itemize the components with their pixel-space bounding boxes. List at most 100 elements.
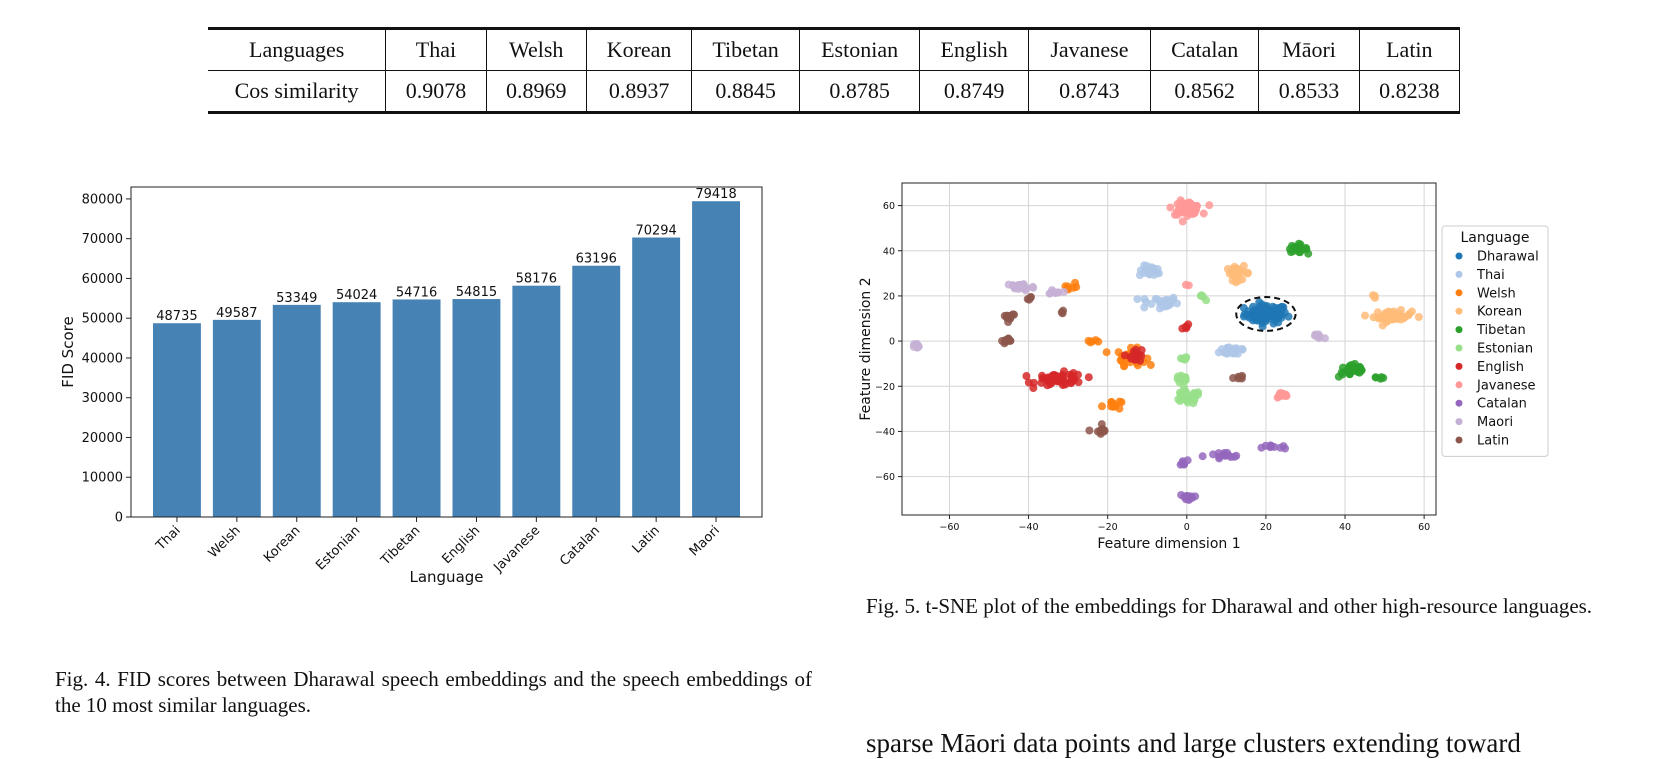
- scatter-point-latin: [1085, 426, 1094, 435]
- scatter-point-catalan: [1266, 443, 1275, 452]
- header-cell: Welsh: [486, 27, 587, 71]
- scatter-point-javanese: [1176, 196, 1185, 205]
- bar-value-label: 70294: [635, 224, 676, 239]
- scatter-point-maori: [1053, 288, 1062, 297]
- scatter-point-catalan: [1180, 460, 1189, 469]
- bar-x-axis-label: Language: [409, 568, 483, 586]
- scatter-point-dharawal: [1257, 315, 1266, 324]
- scatter-point-thai: [1153, 295, 1162, 304]
- scatter-point-javanese: [1273, 393, 1282, 402]
- bar-y-tick-label: 20000: [82, 431, 123, 446]
- bar-y-tick-label: 70000: [82, 232, 123, 247]
- scatter-point-english: [1029, 384, 1038, 393]
- scatter-point-thai: [1153, 264, 1162, 273]
- scatter-point-latin: [1097, 420, 1106, 429]
- scatter-point-tibetan: [1296, 243, 1305, 252]
- scatter-axes: −60 −40 −20 0 20 40 60 −60 −40 −20 0 20 40 60: [875, 201, 1430, 533]
- bar: [692, 201, 741, 517]
- scatter-point-thai: [1135, 271, 1144, 280]
- scatter-point-tibetan: [1379, 373, 1388, 382]
- legend-box: [1441, 225, 1549, 457]
- row-cell: 0.9078: [385, 70, 487, 114]
- legend-marker: [1455, 326, 1463, 334]
- scatter-point-tibetan: [1355, 368, 1364, 377]
- bar-category-label: Welsh: [206, 523, 244, 561]
- legend-entry: Maori: [1477, 415, 1513, 430]
- body-text-line: sparse Māori data points and large clust…: [866, 728, 1521, 758]
- tsne-scatter-plot: −60 −40 −20 0 20 40 60 −60 −40 −20 0 20 40 60 Feature…: [858, 182, 1549, 552]
- legend-entry: Catalan: [1477, 397, 1527, 412]
- scatter-point-latin: [1000, 311, 1009, 320]
- bar-y-tick-label: 30000: [82, 391, 123, 406]
- scatter-point-korean: [1414, 313, 1423, 322]
- scatter-point-tibetan: [1348, 366, 1357, 375]
- scatter-point-javanese: [1177, 202, 1186, 211]
- bar-category-label: Maori: [687, 523, 723, 559]
- bar-value-label: 79418: [695, 187, 736, 202]
- scatter-point-welsh: [1097, 402, 1106, 411]
- bar: [572, 265, 621, 517]
- scatter-point-welsh: [1120, 362, 1129, 371]
- scatter-point-latin: [1026, 292, 1035, 301]
- scatter-point-english: [1137, 346, 1146, 355]
- scatter-y-tick-label: 40: [883, 246, 895, 257]
- scatter-point-welsh: [1115, 404, 1124, 413]
- bar-category-label: Korean: [261, 523, 303, 565]
- row-cell: 0.8238: [1359, 70, 1461, 114]
- scatter-point-javanese: [1181, 280, 1190, 289]
- scatter-point-maori: [1010, 284, 1019, 293]
- scatter-point-welsh: [1072, 283, 1081, 292]
- scatter-point-dharawal: [1261, 302, 1270, 311]
- legend-marker: [1455, 399, 1463, 407]
- bar-series: 48735 49587 53349 54024 54716 54815 58176 63196…: [152, 187, 741, 517]
- scatter-point-tibetan: [1371, 373, 1380, 382]
- bar: [452, 299, 501, 517]
- legend-marker: [1455, 436, 1463, 444]
- scatter-point-thai: [1141, 297, 1150, 306]
- scatter-legend: Language Dharawal Thai Welsh Korean Tibetan E…: [1441, 225, 1549, 457]
- scatter-point-english: [1182, 324, 1191, 333]
- scatter-point-estonian: [1181, 375, 1190, 384]
- scatter-point-estonian: [1173, 375, 1182, 384]
- legend-entry: Latin: [1477, 434, 1509, 449]
- scatter-point-english: [1022, 372, 1031, 381]
- bar-category-label: Estonian: [313, 523, 363, 573]
- scatter-point-welsh: [1146, 360, 1155, 369]
- header-cell: Tibetan: [691, 27, 800, 71]
- scatter-point-english: [1056, 374, 1065, 383]
- scatter-point-estonian: [1178, 391, 1187, 400]
- legend-marker: [1455, 307, 1463, 315]
- legend-entry: Tibetan: [1476, 323, 1526, 338]
- header-label-cell: Languages: [208, 27, 387, 71]
- legend-marker: [1455, 381, 1463, 389]
- scatter-point-catalan: [1181, 492, 1190, 501]
- header-cell: Thai: [385, 27, 487, 71]
- bar-y-tick-label: 40000: [82, 351, 123, 366]
- scatter-point-javanese: [1205, 201, 1214, 210]
- legend-entry: Dharawal: [1477, 250, 1539, 265]
- legend-entry: Estonian: [1477, 342, 1533, 357]
- scatter-point-korean: [1232, 266, 1241, 275]
- header-cell: Korean: [586, 27, 693, 71]
- scatter-point-english: [1046, 380, 1055, 389]
- bar: [392, 299, 441, 517]
- scatter-point-estonian: [1182, 353, 1191, 362]
- scatter-point-maori: [1028, 282, 1037, 291]
- bar-value-label: 58176: [516, 272, 557, 287]
- legend-entry: Korean: [1477, 305, 1522, 320]
- row-cell: 0.8562: [1150, 70, 1260, 114]
- dharawal-highlight-ellipse: [1235, 296, 1297, 332]
- bar-category-label: Javanese: [491, 523, 544, 576]
- legend-marker: [1455, 362, 1463, 370]
- bar-y-axis: 0 10000 20000 30000 40000 50000 60000 70000 8000…: [82, 192, 131, 526]
- table-value-row: Cos similarity 0.9078 0.8969 0.8937 0.8845 0.…: [208, 70, 1461, 114]
- row-cell: 0.8845: [691, 70, 800, 114]
- bar-value-label: 49587: [216, 306, 257, 321]
- scatter-point-welsh: [1102, 348, 1111, 357]
- scatter-x-axis-label: Feature dimension 1: [1097, 536, 1240, 552]
- scatter-point-english: [1069, 368, 1078, 377]
- scatter-point-tibetan: [1287, 248, 1296, 257]
- scatter-point-thai: [1222, 349, 1231, 358]
- scatter-point-english: [1127, 354, 1136, 363]
- scatter-grid: [902, 183, 1436, 515]
